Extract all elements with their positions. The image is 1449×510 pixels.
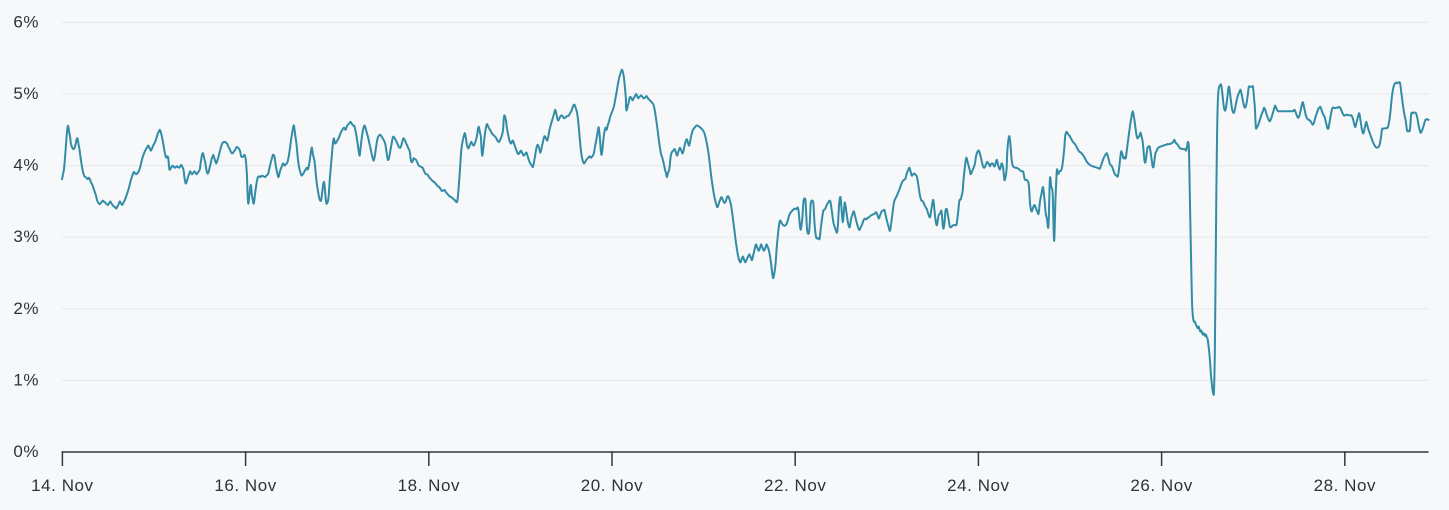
- svg-text:14. Nov: 14. Nov: [31, 476, 93, 495]
- svg-text:24. Nov: 24. Nov: [947, 476, 1009, 495]
- svg-text:22. Nov: 22. Nov: [764, 476, 826, 495]
- svg-text:2%: 2%: [13, 299, 39, 318]
- svg-text:28. Nov: 28. Nov: [1314, 476, 1376, 495]
- svg-text:0%: 0%: [13, 442, 39, 461]
- svg-text:26. Nov: 26. Nov: [1130, 476, 1192, 495]
- svg-text:1%: 1%: [13, 370, 39, 389]
- svg-text:20. Nov: 20. Nov: [581, 476, 643, 495]
- svg-text:18. Nov: 18. Nov: [398, 476, 460, 495]
- svg-text:6%: 6%: [13, 12, 39, 31]
- svg-text:5%: 5%: [13, 84, 39, 103]
- svg-text:4%: 4%: [13, 156, 39, 175]
- svg-text:16. Nov: 16. Nov: [214, 476, 276, 495]
- svg-text:3%: 3%: [13, 227, 39, 246]
